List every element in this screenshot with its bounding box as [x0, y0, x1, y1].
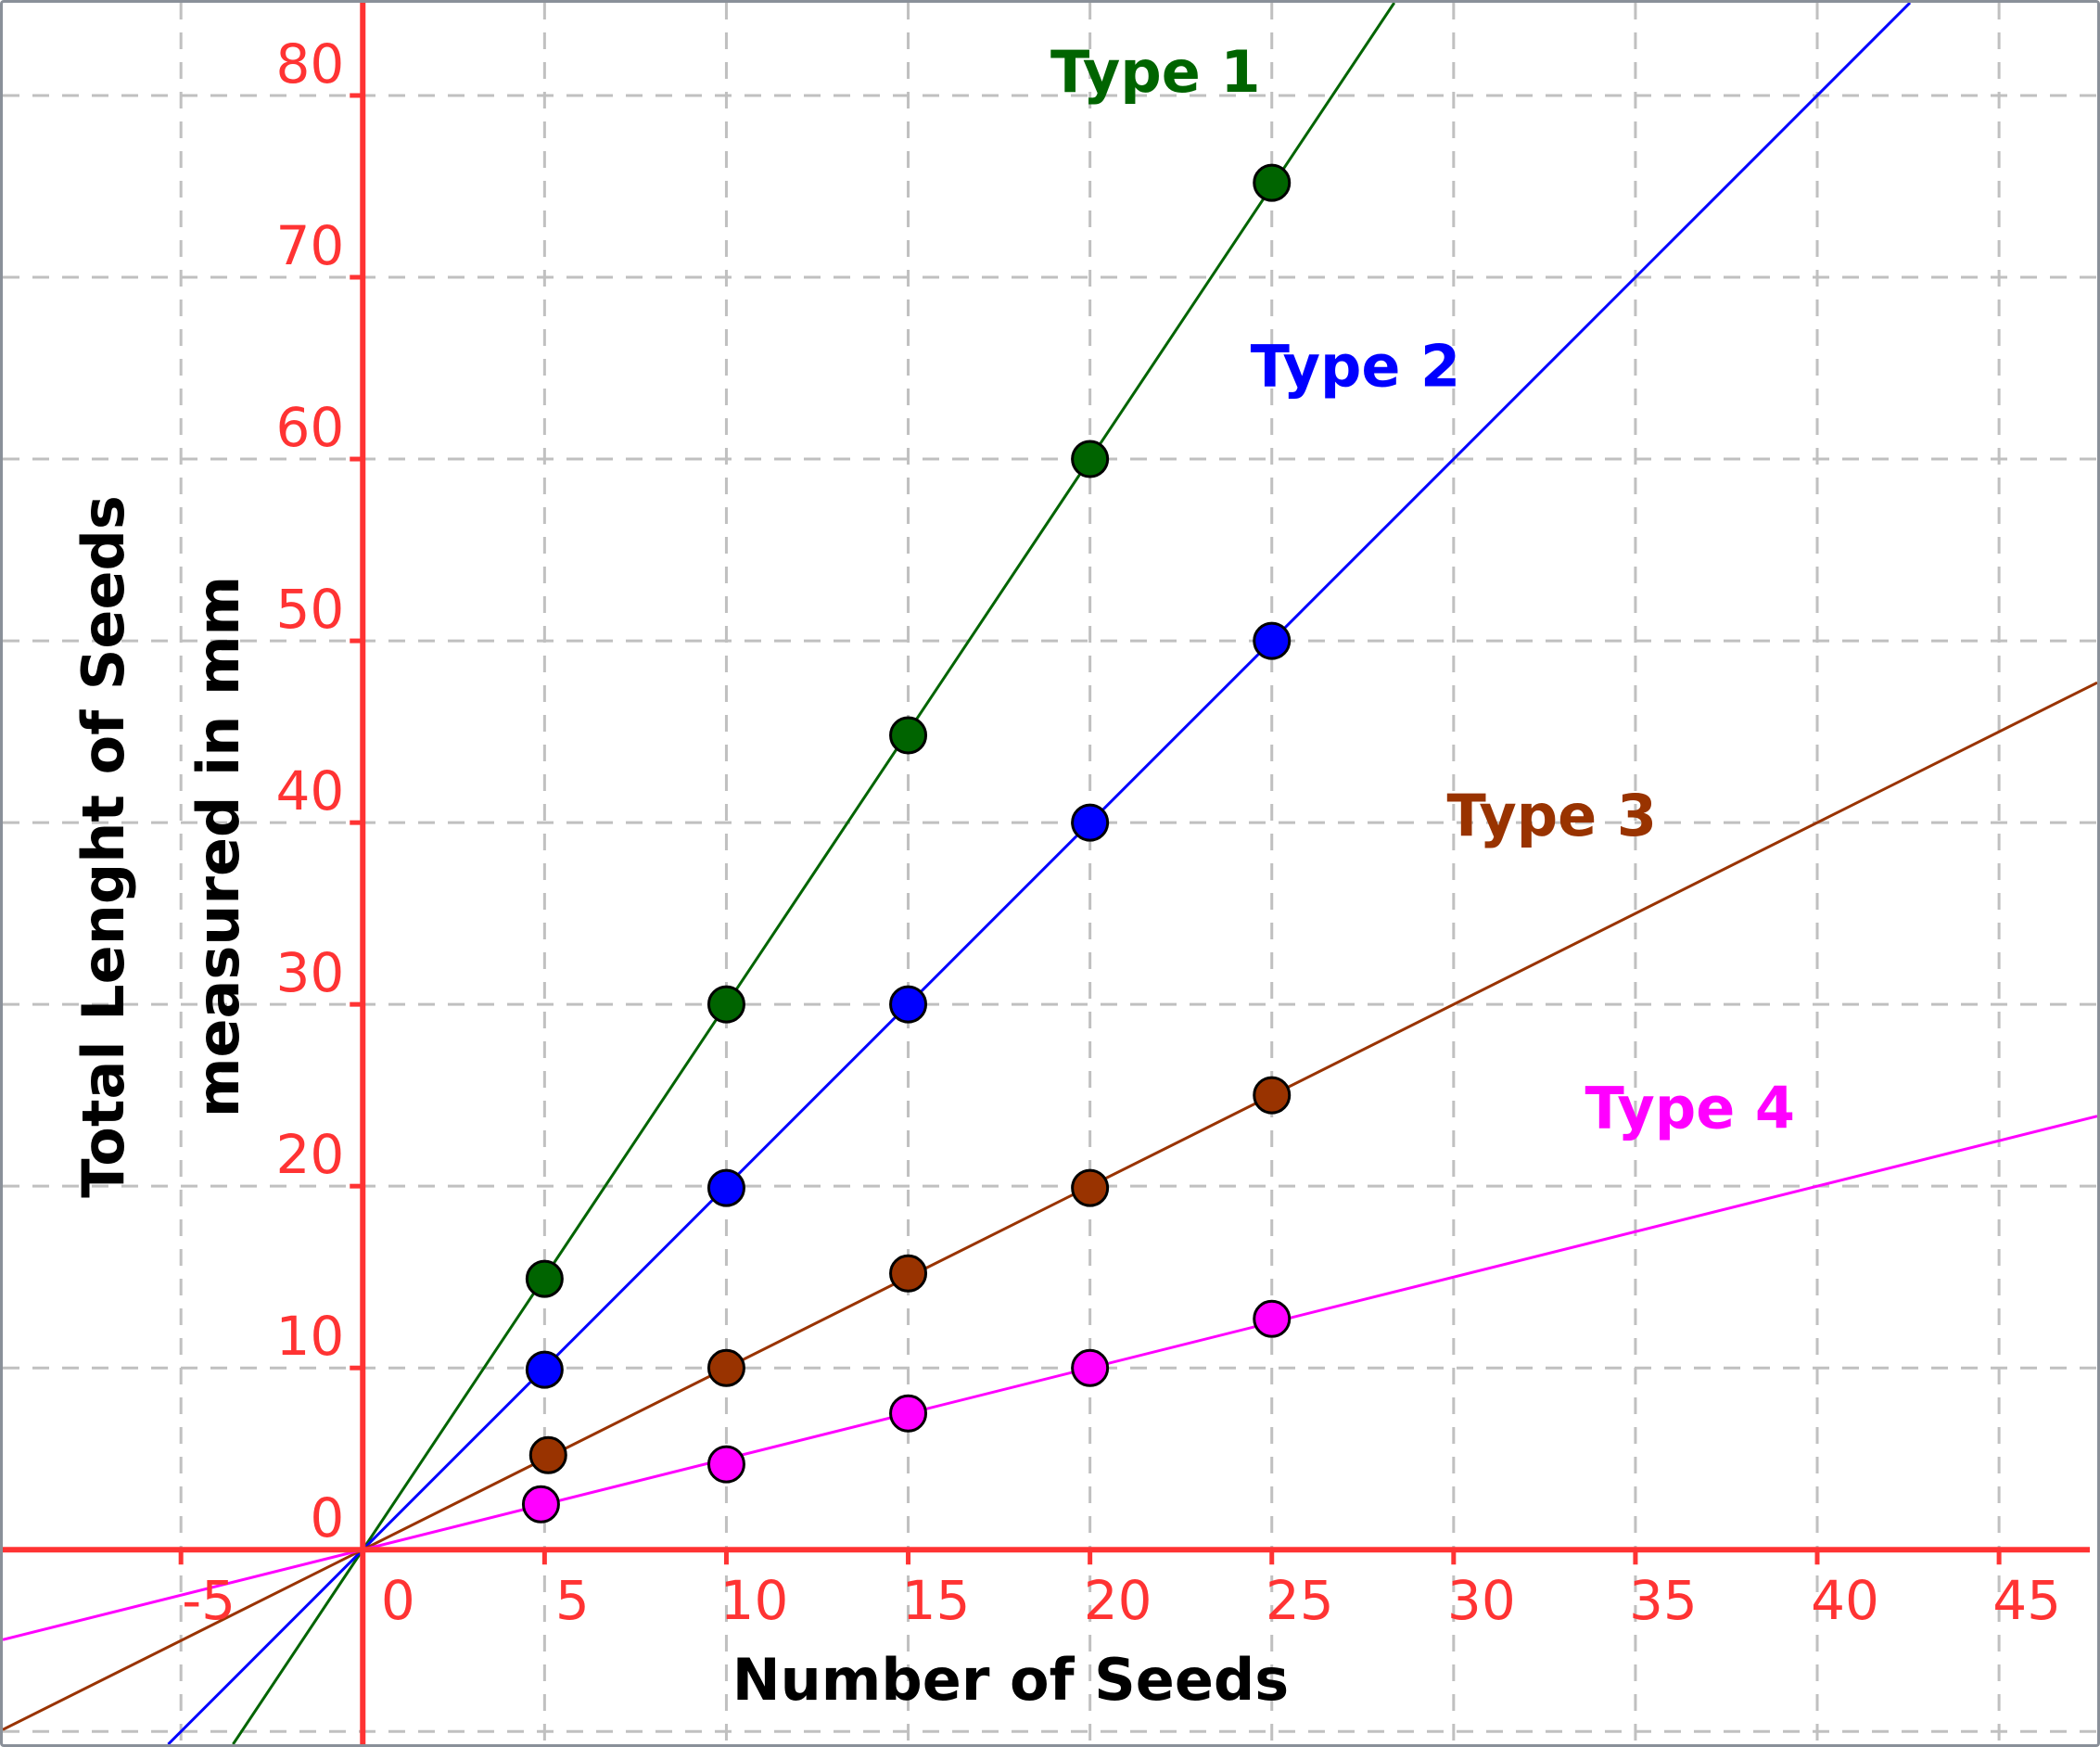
series-line-type-3 [3, 681, 2097, 1731]
series-line-type-2 [167, 3, 1912, 1744]
y-tick-label: 80 [275, 32, 344, 96]
x-tick-label: 30 [1447, 1569, 1516, 1632]
chart-svg: -5 0 5 10 15 20 25 30 35 40 45 0 10 20 30 40 50 60 70 80 Ty… [3, 3, 2097, 1744]
x-tick-label: 40 [1811, 1569, 1879, 1632]
y-tick-label: 20 [275, 1123, 344, 1186]
series-label-type-4: Type 4 [1585, 1074, 1795, 1141]
y-tick-label: 0 [310, 1486, 344, 1549]
data-point-type-4 [889, 1394, 928, 1433]
series-label-type-3: Type 3 [1446, 782, 1657, 849]
x-tick-label: 5 [555, 1569, 590, 1632]
data-point-type-2 [1253, 621, 1292, 660]
y-tick-label: 30 [275, 941, 344, 1004]
data-point-type-1 [1071, 440, 1110, 478]
data-points [521, 163, 1292, 1524]
y-tick-label: 40 [275, 759, 344, 822]
data-point-type-1 [1253, 163, 1292, 202]
data-point-type-2 [706, 1168, 745, 1207]
data-point-type-4 [1071, 1348, 1110, 1387]
axes [3, 3, 2090, 1744]
x-tick-label: -5 [182, 1569, 235, 1632]
series-line-type-4 [3, 1115, 2097, 1641]
data-point-type-4 [1253, 1299, 1292, 1338]
data-point-type-1 [889, 716, 928, 755]
series-labels: Type 1 Type 2 Type 3 Type 4 [1050, 38, 1795, 1141]
data-point-type-3 [706, 1348, 745, 1387]
data-point-type-2 [889, 985, 928, 1024]
data-point-type-1 [706, 985, 745, 1024]
x-tick-label: 0 [381, 1569, 415, 1632]
series-line-type-1 [232, 3, 1396, 1744]
data-point-type-2 [525, 1350, 564, 1389]
x-tick-label: 35 [1629, 1569, 1698, 1632]
data-point-type-4 [521, 1485, 560, 1524]
y-axis-title-line-2: measured in mm [185, 576, 252, 1117]
series-label-type-2: Type 2 [1251, 333, 1461, 401]
x-tick-label: 45 [1992, 1569, 2061, 1632]
grid [3, 3, 2097, 1744]
y-axis-title: Total Lenght of Seeds measured in mm [70, 495, 252, 1198]
y-axis-title-line-1: Total Lenght of Seeds [70, 495, 137, 1198]
tick-labels: -5 0 5 10 15 20 25 30 35 40 45 0 10 20 30 40 50 60 70 80 [182, 32, 2061, 1632]
x-tick-label: 10 [720, 1569, 789, 1632]
data-point-type-3 [1071, 1168, 1110, 1207]
y-tick-label: 10 [275, 1305, 344, 1368]
y-tick-label: 70 [275, 214, 344, 277]
x-axis-title: Number of Seeds [732, 1646, 1289, 1714]
x-tick-label: 20 [1084, 1569, 1152, 1632]
data-point-type-2 [1071, 803, 1110, 842]
data-point-type-4 [706, 1445, 745, 1484]
series-label-type-1: Type 1 [1050, 38, 1261, 106]
data-point-type-3 [528, 1435, 567, 1474]
data-point-type-3 [889, 1254, 928, 1293]
x-tick-label: 15 [902, 1569, 971, 1632]
y-tick-label: 60 [275, 396, 344, 459]
data-point-type-3 [1253, 1076, 1292, 1115]
x-tick-label: 25 [1266, 1569, 1334, 1632]
y-tick-label: 50 [275, 578, 344, 641]
data-point-type-1 [525, 1259, 564, 1298]
